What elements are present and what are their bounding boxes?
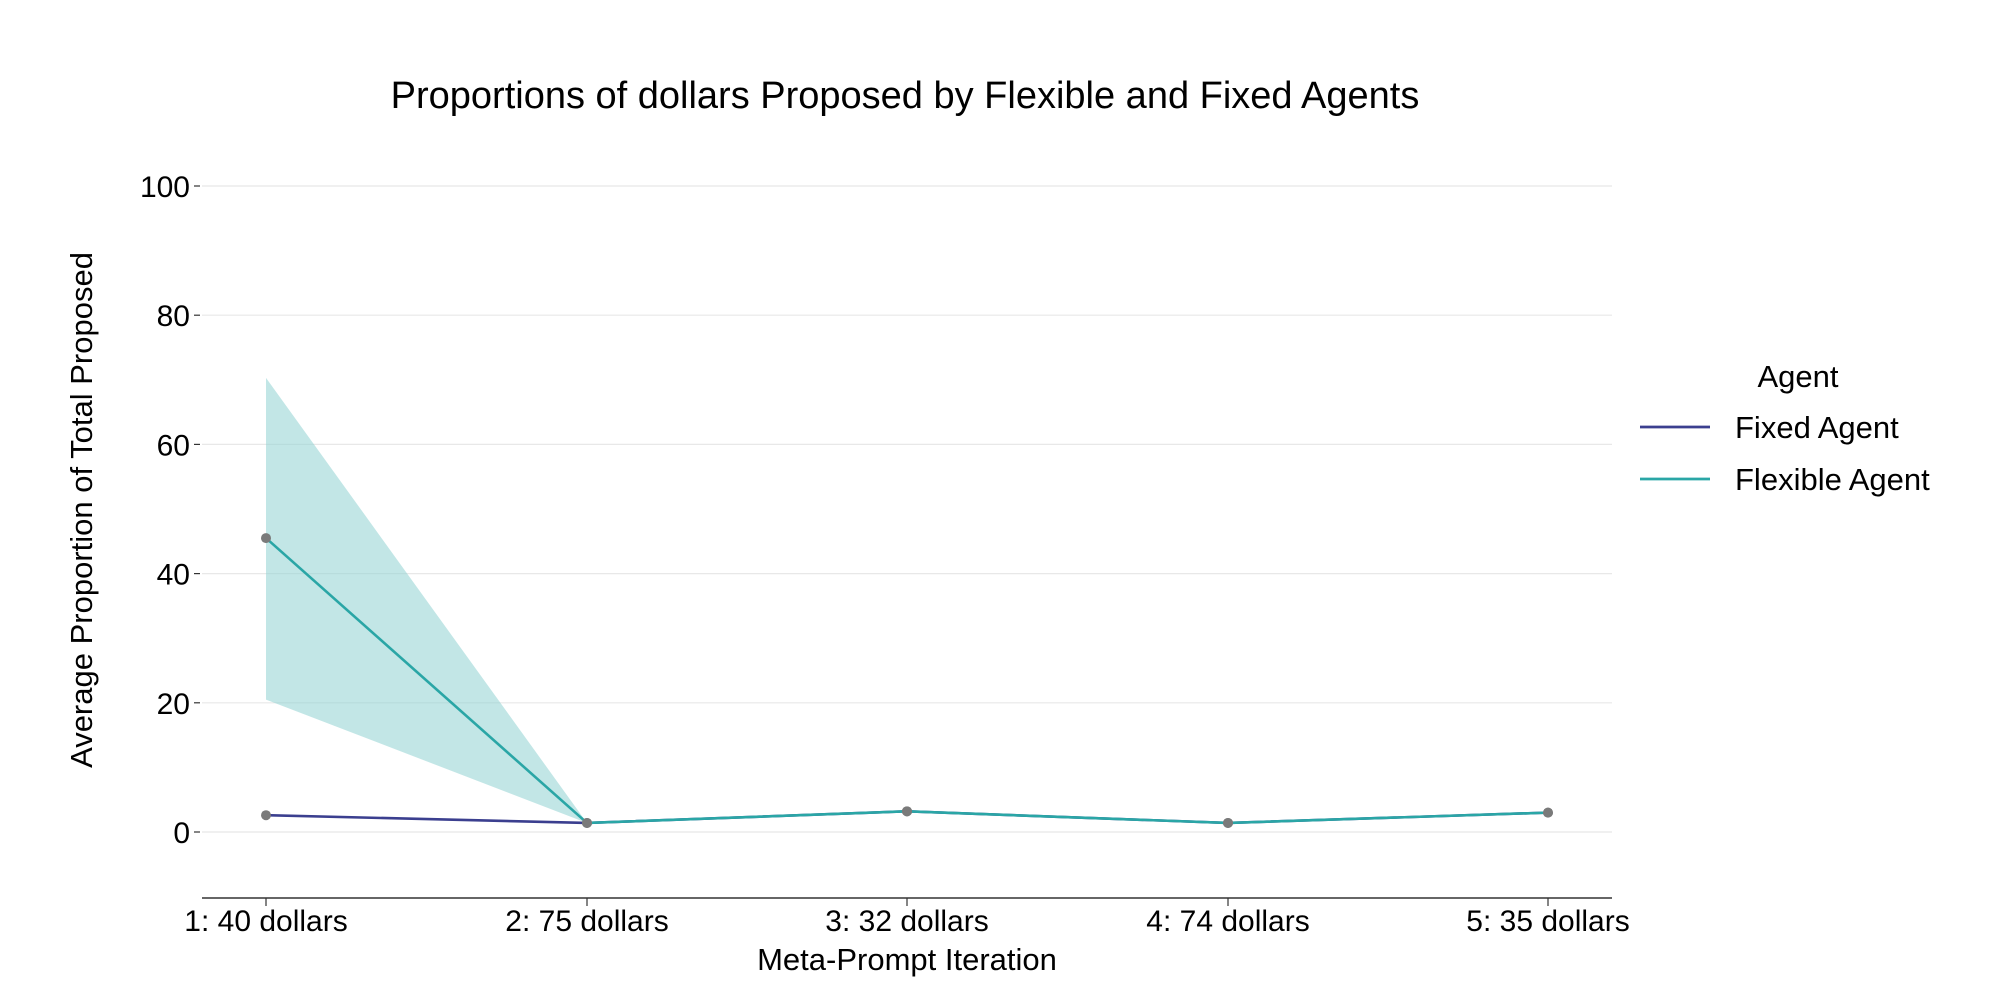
y-axis-label: Average Proportion of Total Proposed xyxy=(64,252,99,768)
y-axis: 0 20 40 60 80 100 xyxy=(140,171,200,850)
data-point xyxy=(261,533,271,544)
legend-label: Flexible Agent xyxy=(1735,462,1930,497)
data-points xyxy=(261,533,1553,828)
y-tick-label: 20 xyxy=(157,688,190,721)
data-point xyxy=(1223,817,1233,828)
data-point xyxy=(1543,807,1553,818)
x-tick-label: 2: 75 dollars xyxy=(505,905,668,938)
legend-label: Fixed Agent xyxy=(1735,410,1899,445)
data-point xyxy=(582,817,592,828)
x-tick-label: 1: 40 dollars xyxy=(184,905,347,938)
y-tick-label: 0 xyxy=(173,817,190,850)
chart-title: Proportions of dollars Proposed by Flexi… xyxy=(391,75,1420,117)
x-axis-label: Meta-Prompt Iteration xyxy=(757,942,1057,977)
x-tick-label: 3: 32 dollars xyxy=(825,905,988,938)
y-tick-label: 40 xyxy=(157,559,190,592)
y-tick-label: 100 xyxy=(140,171,190,204)
y-tick-label: 60 xyxy=(157,429,190,462)
x-tick-label: 5: 35 dollars xyxy=(1466,905,1629,938)
y-tick-label: 80 xyxy=(157,300,190,333)
legend-title: Agent xyxy=(1757,359,1838,394)
x-tick-label: 4: 74 dollars xyxy=(1146,905,1309,938)
x-axis: 1: 40 dollars 2: 75 dollars 3: 32 dollars 4… xyxy=(184,897,1630,938)
data-point xyxy=(261,810,271,821)
legend: Agent Fixed Agent Flexible Agent xyxy=(1640,359,1930,497)
data-point xyxy=(902,806,912,817)
